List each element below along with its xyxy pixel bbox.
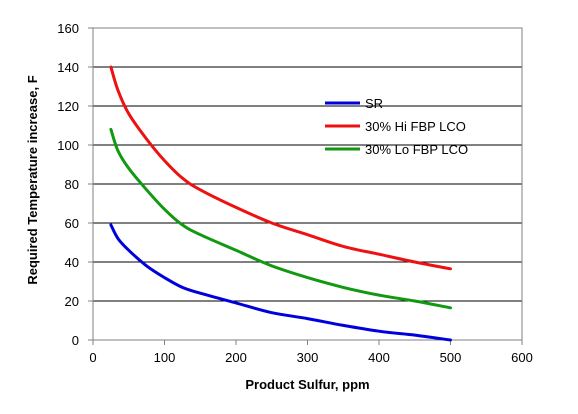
x-tick-label-500: 500 xyxy=(440,350,462,365)
y-tick-label-60: 60 xyxy=(65,216,79,231)
axes xyxy=(88,27,523,345)
series-line-30-hi-fbp-lco xyxy=(109,65,452,271)
y-tick-label-120: 120 xyxy=(57,99,79,114)
y-axis-title: Required Temperature increase, F xyxy=(25,75,40,284)
legend-label-lo-fbp-lco: 30% Lo FBP LCO xyxy=(365,142,468,157)
legend-label-sr: SR xyxy=(365,96,383,111)
y-tick-label-20: 20 xyxy=(65,294,79,309)
y-tick-label-100: 100 xyxy=(57,138,79,153)
legend-label-hi-fbp-lco: 30% Hi FBP LCO xyxy=(365,119,466,134)
y-tick-label-140: 140 xyxy=(57,60,79,75)
series-line-30-lo-fbp-lco xyxy=(109,127,452,310)
x-tick-label-0: 0 xyxy=(89,350,96,365)
legend: SR 30% Hi FBP LCO 30% Lo FBP LCO xyxy=(325,96,468,157)
x-axis-title: Product Sulfur, ppm xyxy=(245,377,369,392)
x-tick-label-300: 300 xyxy=(297,350,319,365)
x-tick-label-600: 600 xyxy=(511,350,533,365)
y-tick-labels: 0 20 40 60 80 100 120 140 160 xyxy=(57,21,79,348)
x-tick-label-100: 100 xyxy=(154,350,176,365)
y-tick-label-80: 80 xyxy=(65,177,79,192)
x-tick-labels: 0 100 200 300 400 500 600 xyxy=(89,350,532,365)
gridlines xyxy=(93,27,522,302)
series-line-sr xyxy=(109,223,452,342)
y-tick-label-0: 0 xyxy=(72,333,79,348)
x-tick-label-200: 200 xyxy=(225,350,247,365)
x-tick-label-400: 400 xyxy=(368,350,390,365)
series-lines xyxy=(109,65,452,342)
y-tick-label-40: 40 xyxy=(65,255,79,270)
y-tick-label-160: 160 xyxy=(57,21,79,36)
